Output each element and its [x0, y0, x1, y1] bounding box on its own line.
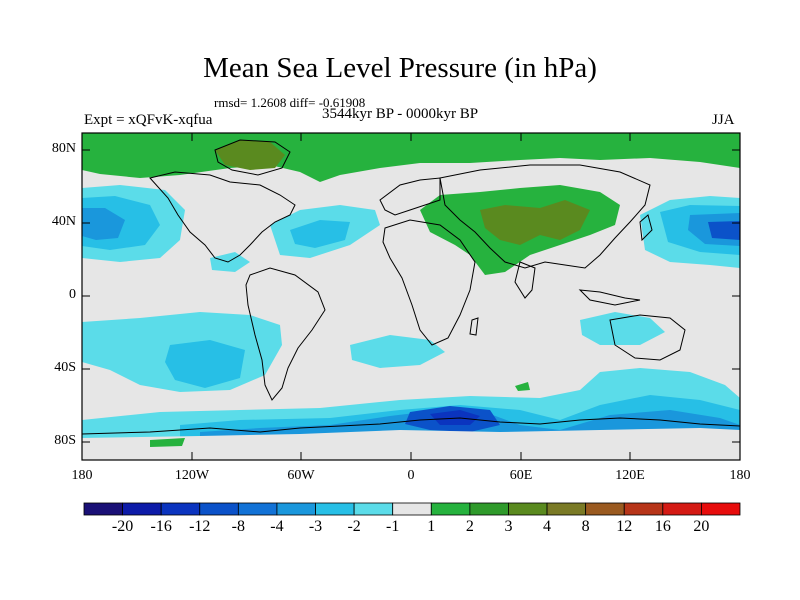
colorbar-box: [430, 502, 471, 516]
lat-label-0: 0: [69, 287, 76, 302]
colorbar-label: -16: [150, 518, 172, 535]
colorbar-label: -1: [386, 518, 400, 535]
colorbar-label: 20: [693, 518, 710, 535]
colorbar-label: -4: [270, 518, 284, 535]
colorbar-label: 12: [616, 518, 633, 535]
stats-line: rmsd= 1.2608 diff= -0.61908: [214, 95, 366, 110]
colorbar-box: [160, 502, 201, 516]
north-pacific-east-deep: [708, 221, 740, 240]
map-title: Mean Sea Level Pressure (in hPa): [203, 52, 597, 84]
coast-south-america: [245, 267, 326, 401]
colorbar-box: [237, 502, 278, 516]
antarctic-green-patch: [150, 438, 185, 447]
season-label: JJA: [712, 112, 735, 128]
south-atlantic-green-patch: [515, 382, 530, 391]
coast-north-america: [149, 171, 296, 263]
colorbar-box: [623, 502, 664, 516]
colorbar-label: -20: [111, 518, 134, 535]
coast-madagascar: [469, 317, 479, 336]
colorbar: [83, 502, 741, 516]
asia-dark-region: [480, 200, 590, 245]
lat-label-80s: 80S: [54, 433, 76, 448]
coast-asia: [439, 164, 651, 269]
antarctic-neutral-strip: [82, 428, 740, 460]
colorbar-label: 2: [465, 518, 474, 535]
coast-indonesia: [578, 289, 641, 306]
axis-ticks: [81, 133, 741, 460]
colorbar-box: [508, 502, 548, 516]
colorbar-box: [701, 502, 741, 516]
colorbar-box: [315, 502, 355, 516]
colorbar-label: 8: [581, 518, 590, 535]
experiment-label: Expt = xQFvK-xqfua: [84, 112, 213, 128]
coast-greenland: [214, 139, 291, 176]
anomaly-field: [82, 133, 740, 460]
lon-label-180-east: 180: [729, 468, 751, 483]
colorbar-label: 4: [543, 518, 552, 535]
lat-label-80n: 80N: [51, 141, 76, 156]
south-pacific-core: [165, 340, 245, 388]
lon-label-120w: 120W: [174, 468, 210, 483]
lat-label-40n: 40N: [51, 214, 76, 229]
period-label: 3544kyr BP - 0000kyr BP: [322, 106, 479, 122]
lon-label-0: 0: [407, 468, 415, 483]
greenland-dark-region: [215, 140, 285, 170]
lon-label-60w: 60W: [287, 468, 315, 483]
southern-ocean-deepest: [430, 410, 480, 425]
indian-ocean-negative: [580, 312, 665, 345]
colorbar-box: [546, 502, 587, 516]
colorbar-box: [662, 502, 702, 516]
colorbar-box: [585, 502, 625, 516]
colorbar-label: 1: [427, 518, 436, 535]
coast-india: [514, 261, 536, 299]
lon-label-180-west: 180: [71, 468, 93, 483]
caribbean-negative: [210, 252, 250, 272]
lat-label-40s: 40S: [54, 360, 76, 375]
south-atlantic-negative: [350, 335, 445, 368]
coast-europe: [379, 177, 441, 216]
lon-label-60e: 60E: [509, 468, 533, 483]
colorbar-label: -8: [231, 518, 245, 535]
colorbar-label: 16: [654, 518, 671, 535]
colorbar-box: [469, 502, 509, 516]
colorbar-label: -3: [308, 518, 323, 535]
colorbar-box: [276, 502, 316, 516]
coast-africa: [382, 219, 476, 346]
colorbar-box: [392, 502, 432, 516]
colorbar-label: 3: [504, 518, 513, 535]
north-atlantic-core: [290, 220, 350, 248]
coastlines: [82, 139, 740, 435]
colorbar-box: [122, 502, 162, 516]
coast-australia: [609, 314, 686, 361]
lon-label-120e: 120E: [615, 468, 645, 483]
colorbar-label: -12: [189, 518, 211, 535]
coast-japan: [639, 214, 653, 242]
colorbar-box: [83, 502, 123, 516]
coast-antarctica: [82, 417, 740, 435]
north-pacific-west-core: [82, 208, 125, 240]
colorbar-box: [353, 502, 394, 516]
colorbar-label: -2: [347, 518, 361, 535]
colorbar-box: [199, 502, 239, 516]
